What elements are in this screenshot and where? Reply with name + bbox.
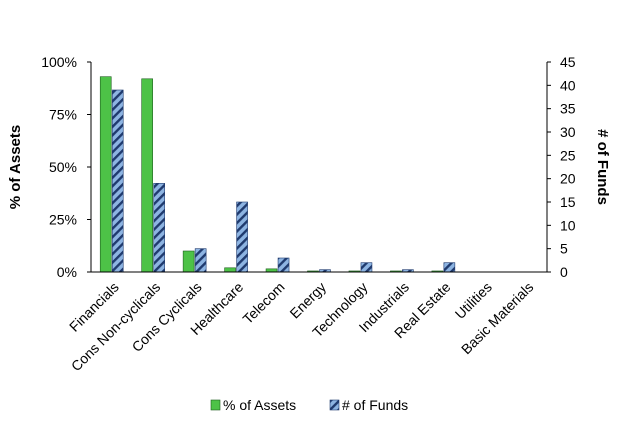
bar-funds <box>236 201 248 273</box>
left-axis-ticks: 0% 25% 50% 75% 100% <box>41 54 91 280</box>
right-axis-title: # of Funds <box>594 129 611 205</box>
right-tick-label: 25 <box>560 147 576 163</box>
bar-assets <box>224 267 236 273</box>
bar-assets <box>182 250 195 273</box>
bar-assets <box>141 78 153 273</box>
legend-swatch-assets <box>210 399 221 411</box>
left-tick-label: 25% <box>49 212 77 228</box>
right-tick-label: 15 <box>560 194 576 210</box>
right-tick-label: 0 <box>560 264 568 280</box>
left-tick-label: 75% <box>49 107 77 123</box>
right-tick-label: 30 <box>560 124 576 140</box>
legend-label-funds: # of Funds <box>342 397 408 413</box>
legend: % of Assets # of Funds <box>210 397 408 413</box>
plot-area <box>99 76 456 273</box>
x-tick-label: Basic Materials <box>458 279 536 357</box>
bar-funds <box>153 183 165 273</box>
bar-funds <box>111 89 124 273</box>
legend-label-assets: % of Assets <box>223 397 296 413</box>
bar-funds <box>277 257 290 273</box>
bar-assets <box>99 76 112 273</box>
right-tick-label: 45 <box>560 54 576 70</box>
right-tick-label: 20 <box>560 171 576 187</box>
bar-funds <box>194 248 207 273</box>
bar-funds <box>443 262 456 273</box>
legend-swatch-funds <box>329 399 340 411</box>
right-axis-ticks: 0 5 10 15 20 25 30 35 40 45 <box>547 54 576 280</box>
right-tick-label: 35 <box>560 101 576 117</box>
left-tick-label: 50% <box>49 159 77 175</box>
bar-funds <box>360 262 373 273</box>
right-tick-label: 10 <box>560 217 576 233</box>
left-axis-title: % of Assets <box>7 125 24 209</box>
right-tick-label: 40 <box>560 77 576 93</box>
x-tick-label: Telecom <box>239 279 287 327</box>
left-tick-label: 0% <box>57 264 77 280</box>
left-tick-label: 100% <box>41 54 77 70</box>
right-tick-label: 5 <box>560 241 568 257</box>
